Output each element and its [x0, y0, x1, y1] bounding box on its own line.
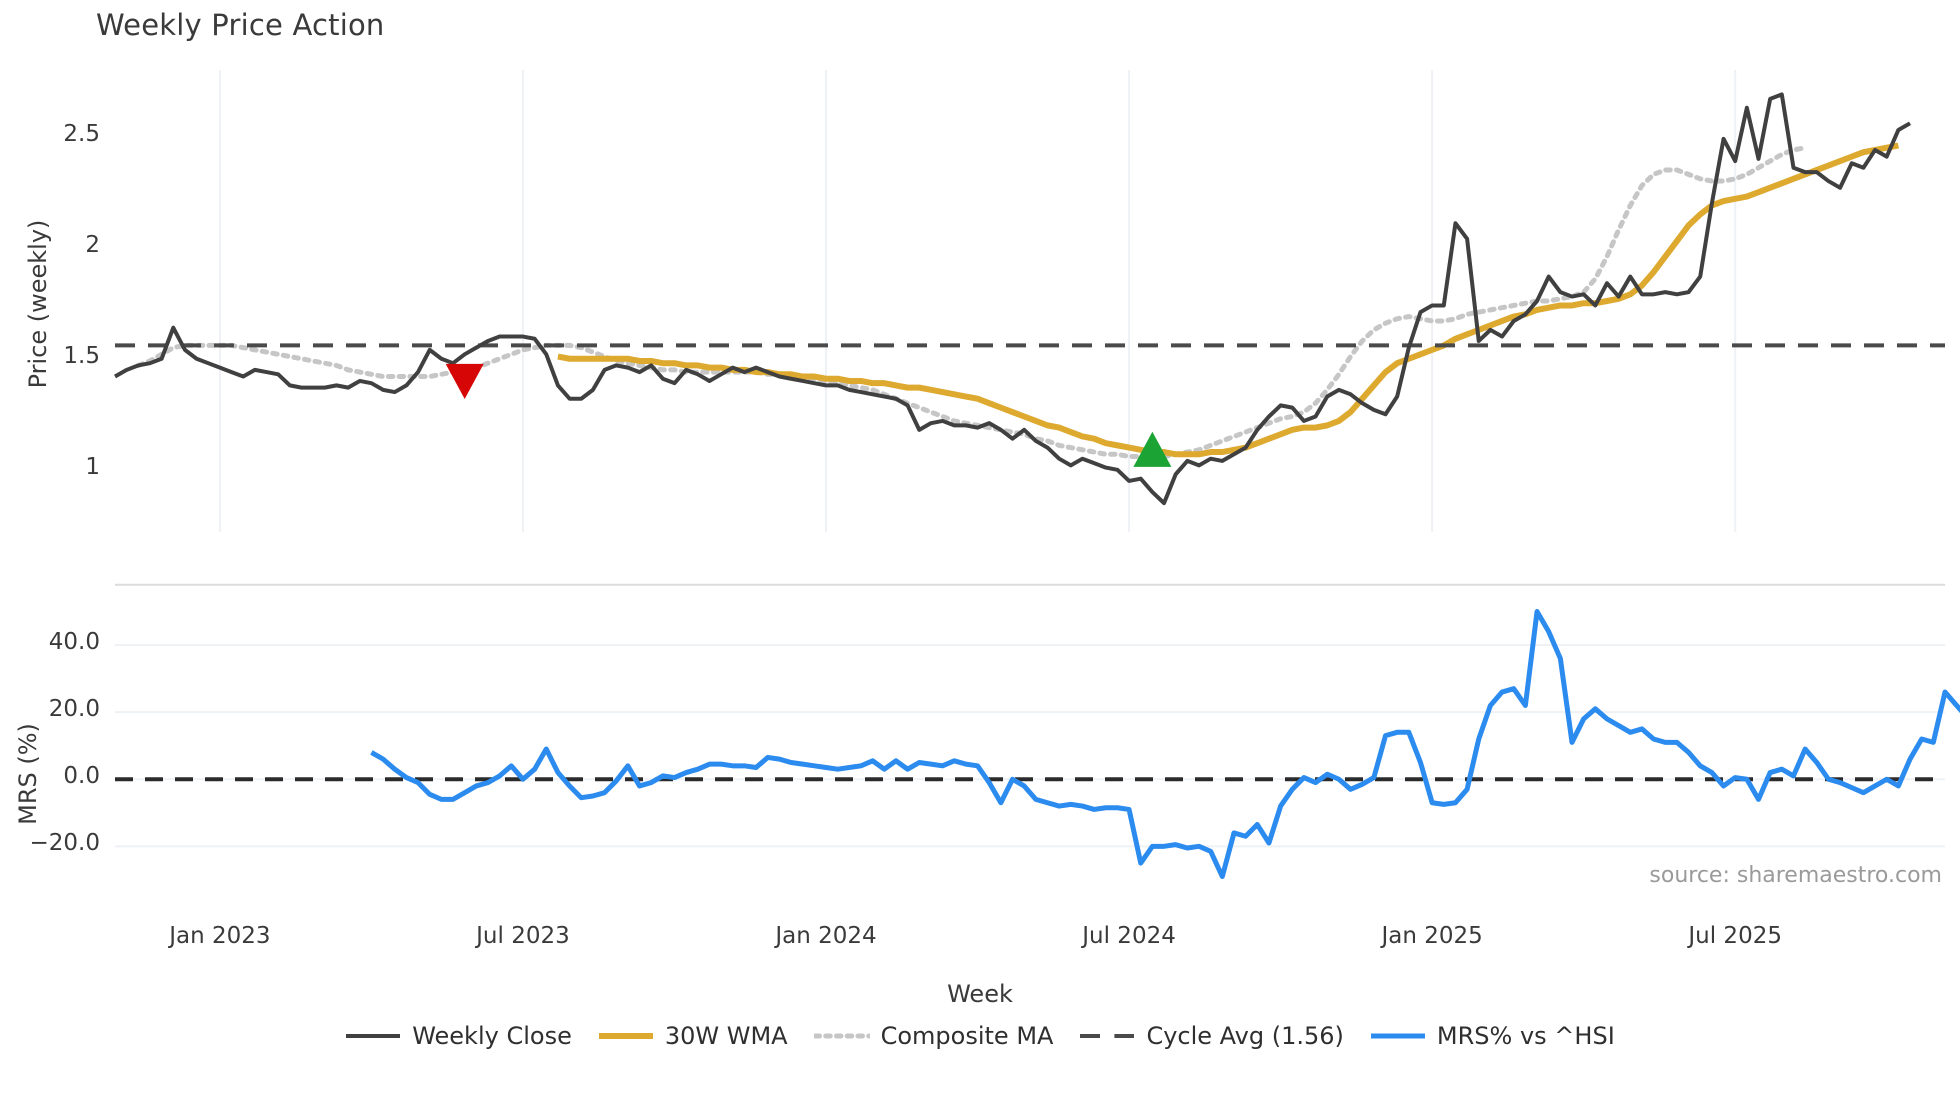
legend-item-3[interactable]: Cycle Avg (1.56) [1079, 1022, 1344, 1050]
legend-label: Weekly Close [412, 1022, 572, 1050]
legend-label: Composite MA [880, 1022, 1054, 1050]
x-axis-label: Week [947, 980, 1013, 1008]
price-series-0 [114, 92, 1912, 506]
xtick-3: Jul 2024 [1082, 923, 1176, 949]
xtick-1: Jul 2023 [476, 923, 570, 949]
mrs-ytick-1: 0.0 [63, 763, 100, 790]
mrs-ytick-0: −20.0 [29, 830, 100, 857]
legend-item-1[interactable]: 30W WMA [598, 1022, 788, 1050]
chart-legend: Weekly Close 30W WMA Composite MA Cycle Avg… [0, 1022, 1960, 1050]
legend-swatch-icon [1370, 1033, 1425, 1039]
legend-label: 30W WMA [664, 1022, 788, 1050]
legend-item-0[interactable]: Weekly Close [345, 1022, 572, 1050]
legend-item-4[interactable]: MRS% vs ^HSI [1370, 1022, 1615, 1050]
page-title: Weekly Price Action [96, 8, 385, 42]
legend-label: MRS% vs ^HSI [1436, 1022, 1615, 1050]
mrs-ytick-3: 40.0 [48, 629, 100, 656]
xtick-4: Jan 2025 [1381, 923, 1483, 949]
price-ytick-0: 1 [85, 453, 100, 480]
price-series-1 [557, 142, 1899, 458]
legend-item-2[interactable]: Composite MA [813, 1022, 1054, 1050]
mrs-ytick-2: 20.0 [48, 696, 100, 723]
buy-marker [1133, 431, 1172, 467]
mrs-series-0 [370, 609, 1960, 880]
legend-swatch-icon [346, 1034, 401, 1038]
price-series-2 [135, 145, 1808, 459]
sell-marker [445, 363, 484, 400]
price-ytick-3: 2.5 [63, 120, 100, 147]
source-note: source: sharemaestro.com [1649, 863, 1942, 888]
legend-swatch-icon [598, 1033, 653, 1039]
legend-label: Cycle Avg (1.56) [1146, 1022, 1344, 1050]
xtick-2: Jan 2024 [775, 923, 877, 949]
legend-swatch-icon [1080, 1034, 1135, 1038]
price-ytick-1: 1.5 [63, 342, 100, 369]
xtick-0: Jan 2023 [169, 923, 271, 949]
legend-swatch-icon [813, 1033, 870, 1039]
price-ytick-2: 2 [85, 231, 100, 258]
xtick-5: Jul 2025 [1688, 923, 1782, 949]
